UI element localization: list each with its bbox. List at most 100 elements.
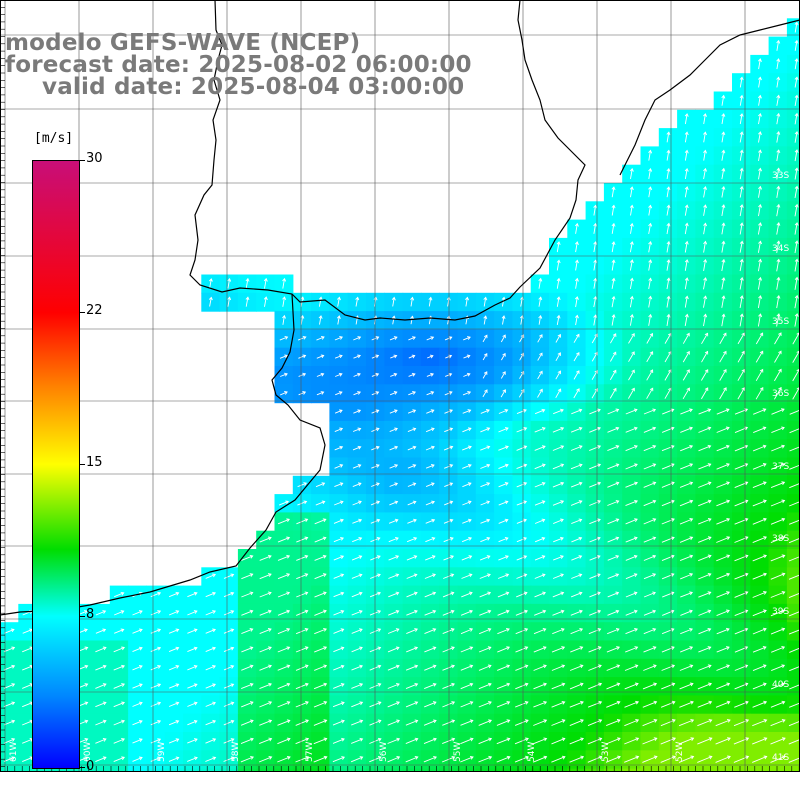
wind-arrow — [334, 482, 344, 488]
wind-arrow — [482, 352, 488, 361]
colorbar-tick-mark — [79, 312, 85, 313]
wind-arrow — [611, 186, 616, 198]
wind-arrow — [752, 499, 767, 507]
wind-arrow — [794, 222, 799, 235]
wind-arrow — [684, 131, 689, 143]
wind-arrow — [755, 350, 764, 363]
wind-arrow — [789, 462, 800, 470]
wind-arrow — [770, 517, 786, 525]
wind-arrow — [737, 387, 745, 400]
wind-arrow — [462, 390, 472, 396]
wind-arrow — [282, 277, 287, 289]
wind-arrow — [571, 555, 583, 561]
wind-arrow — [666, 204, 671, 216]
wind-arrow — [716, 499, 731, 507]
wind-arrow — [679, 499, 694, 507]
wind-arrow — [752, 536, 767, 544]
wind-speed-cell — [786, 366, 800, 385]
wind-arrow — [391, 296, 396, 307]
wind-arrow — [661, 518, 675, 525]
wind-arrow — [480, 518, 491, 524]
wind-arrow — [776, 185, 781, 198]
wind-arrow — [390, 354, 398, 359]
wind-arrow — [643, 518, 657, 525]
wind-arrow — [734, 463, 749, 470]
wind-arrow — [789, 518, 800, 525]
wind-arrow — [573, 333, 580, 343]
wind-arrow — [607, 536, 620, 543]
wind-arrow — [794, 94, 799, 106]
wind-arrow — [516, 518, 527, 524]
wind-arrow — [776, 167, 781, 180]
wind-arrow — [425, 445, 435, 451]
wind-arrow — [389, 427, 398, 433]
wind-arrow — [280, 372, 288, 377]
wind-arrow — [516, 463, 528, 470]
wind-arrow — [389, 482, 399, 487]
wind-arrow — [666, 186, 671, 198]
wind-arrow — [443, 445, 454, 451]
wind-arrow — [538, 296, 543, 307]
longitude-label: 53W — [601, 742, 611, 762]
wind-arrow — [353, 372, 361, 377]
wind-arrow — [282, 314, 287, 325]
wind-speed-cell — [786, 750, 800, 770]
wind-arrow — [776, 131, 781, 143]
wind-arrow — [609, 369, 617, 381]
wind-arrow — [389, 409, 398, 414]
wind-arrow — [698, 444, 712, 452]
wind-arrow — [425, 500, 436, 506]
wind-arrow — [739, 222, 744, 235]
wind-arrow — [719, 332, 727, 345]
wind-arrow — [643, 536, 657, 543]
wind-arrow — [352, 464, 362, 469]
wind-arrow — [679, 536, 694, 543]
wind-arrow — [607, 408, 620, 415]
wind-arrow — [574, 296, 579, 308]
wind-arrow — [698, 426, 712, 433]
wind-arrow — [680, 444, 694, 452]
wind-arrow — [300, 314, 305, 325]
wind-arrow — [794, 149, 799, 162]
wind-arrow — [794, 313, 799, 327]
wind-arrow — [498, 555, 509, 561]
wind-arrow — [666, 240, 671, 253]
wind-arrow — [752, 554, 767, 562]
wind-arrow — [648, 149, 653, 161]
wind-arrow — [666, 131, 671, 143]
wind-arrow — [698, 408, 712, 415]
wind-arrow — [776, 240, 781, 253]
wind-arrow — [428, 296, 433, 307]
wind-arrow — [516, 536, 527, 543]
wind-arrow — [388, 518, 399, 524]
wind-arrow — [607, 499, 620, 506]
wind-arrow — [443, 555, 454, 561]
wind-arrow — [352, 518, 363, 524]
wind-arrow — [593, 222, 598, 234]
wind-arrow — [643, 445, 657, 452]
wind-arrow — [771, 408, 785, 415]
wind-arrow — [427, 354, 434, 359]
wind-arrow — [426, 391, 435, 396]
wind-arrow — [661, 499, 675, 507]
wind-speed-cell — [786, 732, 800, 751]
wind-arrow — [553, 555, 564, 561]
wind-arrow — [734, 481, 749, 489]
wind-arrow — [703, 186, 708, 198]
wind-arrow — [555, 388, 562, 399]
wind-speed-cell — [786, 713, 800, 733]
wind-arrow — [277, 554, 291, 561]
wind-arrow — [444, 463, 454, 469]
wind-arrow — [758, 131, 762, 143]
wind-arrow — [480, 427, 491, 433]
wind-arrow — [556, 259, 561, 271]
wind-arrow — [776, 294, 781, 309]
wind-arrow — [771, 444, 785, 452]
latitude-label: 33S — [772, 171, 789, 181]
wind-arrow — [208, 278, 213, 289]
wind-arrow — [316, 372, 325, 377]
wind-arrow — [758, 203, 763, 217]
wind-arrow — [646, 387, 654, 399]
wind-arrow — [646, 332, 654, 344]
wind-arrow — [758, 185, 763, 198]
